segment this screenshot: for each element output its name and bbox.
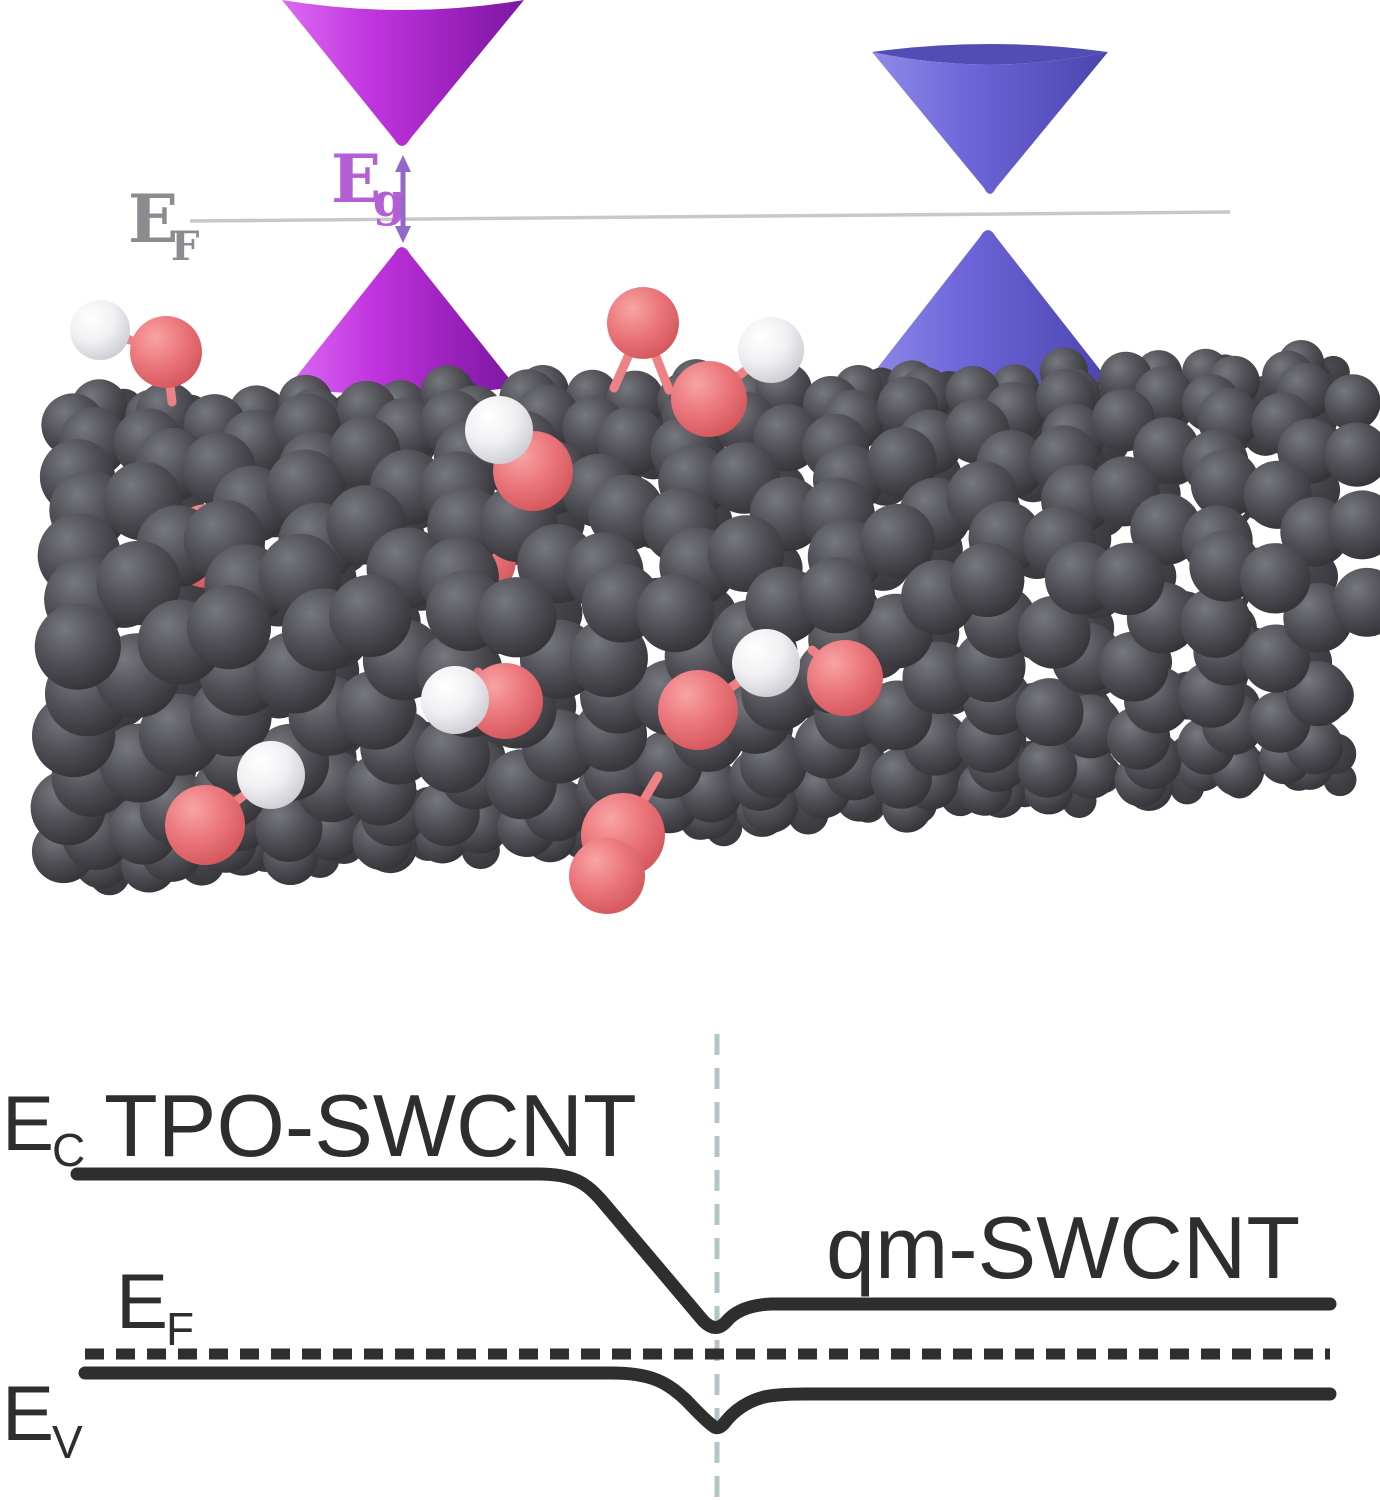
fermi-label-top: E xyxy=(128,180,178,258)
carbon-atom xyxy=(1324,374,1380,431)
fermi-band-label: E xyxy=(116,1257,168,1345)
carbon-atom xyxy=(186,585,272,670)
carbon-atom xyxy=(1332,567,1380,637)
carbon-atom xyxy=(1240,543,1311,614)
qm-swcnt-label: qm-SWCNT xyxy=(826,1198,1300,1297)
carbon-atom xyxy=(96,540,181,626)
valence-band-label: E xyxy=(2,1369,54,1457)
conduction-band-line xyxy=(70,1167,1337,1334)
hydrogen-atom xyxy=(732,629,800,697)
adatom-functional-groups xyxy=(70,287,883,914)
oxygen-atom xyxy=(671,361,747,437)
band-diagram: E C TPO-SWCNT E F E V qm-SWCNT xyxy=(2,1034,1337,1500)
carbon-atom xyxy=(949,542,1025,618)
oxygen-atom xyxy=(658,670,738,750)
hydrogen-atom xyxy=(70,300,130,360)
semiconducting-dirac-cones xyxy=(282,0,524,395)
metallic-dirac-cones xyxy=(864,44,1112,393)
tpo-swcnt-label: TPO-SWCNT xyxy=(104,1076,637,1175)
oxygen-atom xyxy=(165,785,245,865)
hydrogen-atom xyxy=(421,666,489,734)
carbon-atom xyxy=(329,574,412,658)
metallic-cone-upper xyxy=(872,52,1108,194)
fermi-level-line xyxy=(189,210,1231,223)
carbon-atom xyxy=(476,577,557,658)
hydrogen-atom xyxy=(465,396,533,464)
hydrogen-atom xyxy=(738,317,804,383)
valence-band-label-sub: V xyxy=(52,1416,83,1468)
carbon-atom xyxy=(255,794,323,862)
bandgap-arrow xyxy=(395,155,411,243)
oxygen-atom xyxy=(607,287,679,359)
semiconducting-cone-lower xyxy=(288,247,516,395)
carbon-atom xyxy=(1017,595,1091,669)
oxygen-atom xyxy=(569,838,645,914)
carbon-atom xyxy=(1017,738,1078,798)
bandgap-label-sub: g xyxy=(373,173,405,227)
metallic-cone-rim xyxy=(872,44,1108,65)
carbon-atom xyxy=(1327,490,1380,560)
oxygen-atom xyxy=(807,640,883,716)
carbon-atom xyxy=(860,503,935,579)
fermi-label-top-sub: F xyxy=(171,223,199,270)
carbon-atom xyxy=(1092,542,1165,616)
semiconducting-cone-upper xyxy=(282,0,524,146)
conduction-band-label: E xyxy=(2,1079,54,1167)
oxygen-atom xyxy=(467,663,543,739)
carbon-atom xyxy=(1015,678,1084,747)
conduction-band-label-sub: C xyxy=(52,1124,85,1176)
oxygen-atom xyxy=(130,316,202,388)
carbon-atom xyxy=(636,573,715,653)
carbon-atom xyxy=(1180,587,1252,658)
bandgap-label: E xyxy=(331,140,381,218)
carbon-atom xyxy=(1190,449,1260,519)
fermi-band-label-sub: F xyxy=(166,1303,194,1355)
carbon-atom xyxy=(798,557,875,634)
hydrogen-atom xyxy=(237,741,305,809)
carbon-atom xyxy=(867,427,937,497)
valence-band-line xyxy=(78,1366,1337,1435)
carbon-atom xyxy=(1063,744,1118,799)
carbon-atom xyxy=(34,603,121,690)
carbon-atom xyxy=(1324,422,1380,487)
top-labels: E F E g xyxy=(128,140,405,270)
